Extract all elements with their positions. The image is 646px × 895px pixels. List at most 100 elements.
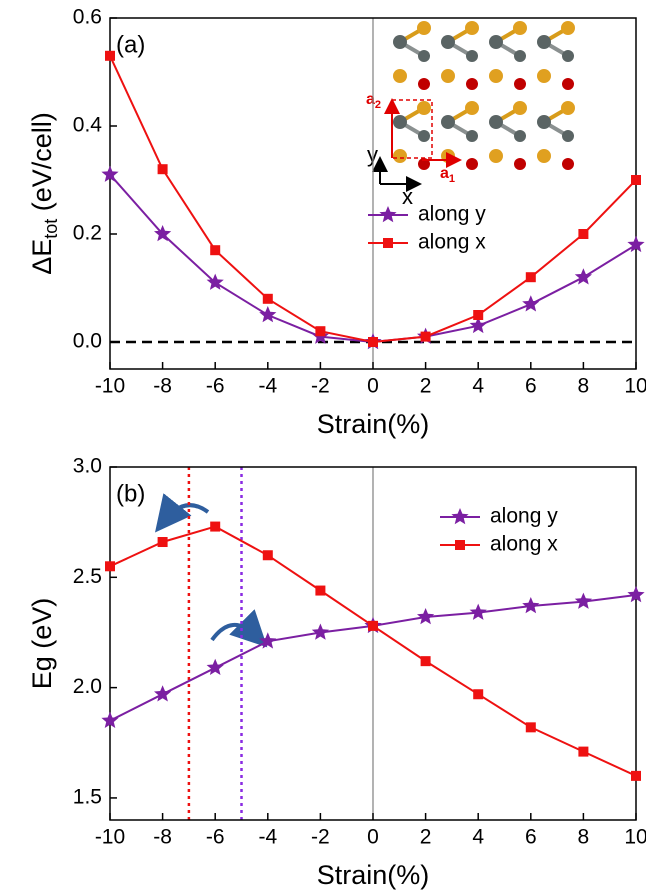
legend-marker (379, 206, 396, 222)
y-tick-label: 0.6 (73, 6, 102, 29)
atom (489, 35, 503, 49)
x-tick-label: 0 (367, 375, 379, 398)
atom (441, 35, 455, 49)
data-point (259, 632, 276, 648)
data-point (158, 164, 168, 174)
atom (514, 158, 526, 170)
x-tick-label: 2 (420, 826, 432, 849)
legend-label: along y (490, 505, 558, 528)
x-axis-label: Strain(%) (317, 860, 430, 890)
x-tick-label: 6 (525, 375, 537, 398)
x-tick-label: -8 (153, 375, 172, 398)
x-tick-label: 4 (472, 375, 484, 398)
x-tick-label: 10 (624, 826, 646, 849)
data-point (578, 747, 588, 757)
atom (514, 78, 526, 90)
data-point (470, 604, 487, 620)
y-axis-label-part: tot (41, 219, 61, 239)
panel-label: (b) (116, 480, 145, 507)
curved-arrow (165, 505, 208, 520)
y-axis-label-part: Eg (eV) (27, 598, 57, 690)
lattice-label-sub: 2 (375, 99, 381, 111)
data-point (105, 561, 115, 571)
atom (514, 50, 526, 62)
atom (466, 78, 478, 90)
figure: yxa2a1 0.00.20.40.6-10-8-6-4-20246810Str… (0, 0, 646, 895)
data-point (154, 685, 171, 701)
atom (393, 69, 407, 83)
data-point (312, 624, 329, 640)
legend-marker (451, 508, 468, 524)
atom (537, 115, 551, 129)
data-point (631, 175, 641, 185)
data-point (522, 295, 539, 311)
data-point (631, 771, 641, 781)
atom (514, 130, 526, 142)
legend-label: along x (490, 533, 558, 556)
atom (489, 149, 503, 163)
atom (417, 101, 431, 115)
x-tick-label: 8 (578, 375, 590, 398)
data-point (473, 310, 483, 320)
x-tick-label: 0 (367, 826, 379, 849)
inset-axis-label: x (402, 184, 413, 209)
atom (466, 130, 478, 142)
x-tick-label: -10 (95, 826, 125, 849)
y-axis-label-part: ΔE (27, 239, 57, 275)
data-point (575, 268, 592, 284)
legend-marker (455, 540, 465, 550)
atom (562, 158, 574, 170)
lattice-label-main: a (440, 165, 449, 182)
data-point (368, 621, 378, 631)
data-point (263, 550, 273, 560)
atom (418, 78, 430, 90)
data-point (421, 332, 431, 342)
x-tick-label: -10 (95, 375, 125, 398)
y-tick-label: 2.5 (73, 565, 102, 588)
structure-inset: yxa2a1 (366, 21, 575, 209)
atom (393, 149, 407, 163)
atom (513, 21, 527, 35)
legend-marker (383, 238, 393, 248)
data-point (526, 722, 536, 732)
y-axis-label: ΔEtot (eV/cell) (27, 112, 61, 275)
legend-label: along y (418, 203, 486, 226)
atom (466, 50, 478, 62)
y-tick-label: 1.5 (73, 785, 102, 808)
data-point (259, 306, 276, 322)
data-point (526, 272, 536, 282)
x-tick-label: 6 (525, 826, 537, 849)
lattice-label-sub: 1 (449, 173, 455, 185)
lattice-label: a1 (440, 165, 455, 185)
data-point (210, 522, 220, 532)
atom (465, 21, 479, 35)
x-tick-label: -4 (258, 826, 277, 849)
data-point (210, 245, 220, 255)
x-tick-label: 8 (578, 826, 590, 849)
atom (417, 21, 431, 35)
x-tick-label: 2 (420, 375, 432, 398)
atom (537, 149, 551, 163)
x-tick-label: -4 (258, 375, 277, 398)
x-tick-label: 10 (624, 375, 646, 398)
y-tick-label: 0.4 (73, 114, 103, 137)
atom (441, 69, 455, 83)
data-point (421, 656, 431, 666)
data-point (575, 593, 592, 609)
atom (537, 69, 551, 83)
x-tick-label: -6 (206, 375, 225, 398)
x-tick-label: -6 (206, 826, 225, 849)
atom (513, 101, 527, 115)
y-tick-label: 2.0 (73, 675, 102, 698)
y-tick-label: 0.2 (73, 222, 102, 245)
atom (562, 50, 574, 62)
data-point (417, 608, 434, 624)
atom (393, 35, 407, 49)
atom (418, 130, 430, 142)
x-tick-label: -2 (311, 375, 330, 398)
data-point (105, 51, 115, 61)
data-point (473, 689, 483, 699)
data-point (368, 337, 378, 347)
atom (561, 21, 575, 35)
atom (465, 101, 479, 115)
